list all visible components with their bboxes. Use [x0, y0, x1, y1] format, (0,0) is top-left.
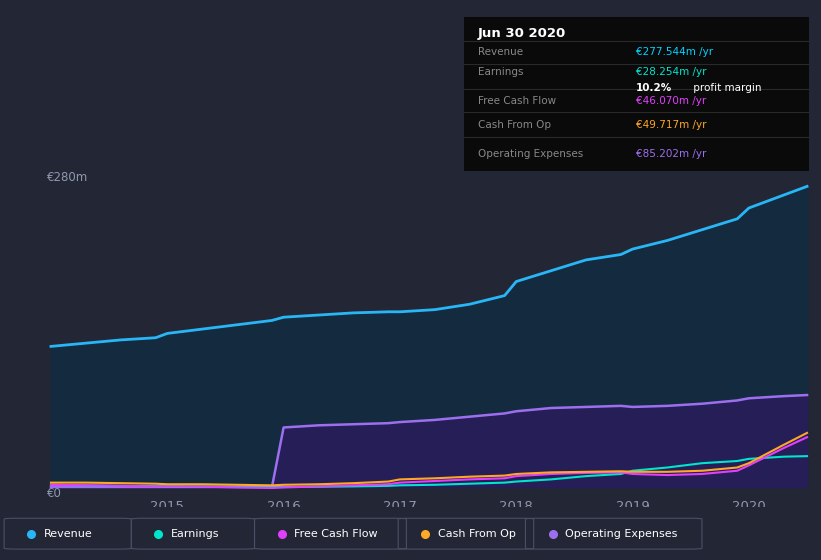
Text: 10.2%: 10.2%: [636, 83, 672, 94]
Text: Free Cash Flow: Free Cash Flow: [294, 529, 378, 539]
Text: €0: €0: [48, 487, 62, 500]
Text: Earnings: Earnings: [478, 67, 523, 77]
Text: €28.254m /yr: €28.254m /yr: [636, 67, 707, 77]
Text: Revenue: Revenue: [44, 529, 92, 539]
Text: €280m: €280m: [48, 171, 89, 184]
Text: €46.070m /yr: €46.070m /yr: [636, 96, 707, 106]
Text: Cash From Op: Cash From Op: [438, 529, 516, 539]
Text: €49.717m /yr: €49.717m /yr: [636, 120, 707, 129]
Text: Jun 30 2020: Jun 30 2020: [478, 27, 566, 40]
Text: Operating Expenses: Operating Expenses: [565, 529, 677, 539]
Text: Revenue: Revenue: [478, 47, 523, 57]
Text: €277.544m /yr: €277.544m /yr: [636, 47, 713, 57]
Text: Free Cash Flow: Free Cash Flow: [478, 96, 556, 106]
Text: profit margin: profit margin: [690, 83, 761, 94]
Text: Earnings: Earnings: [171, 529, 219, 539]
Text: Operating Expenses: Operating Expenses: [478, 149, 583, 159]
Text: €85.202m /yr: €85.202m /yr: [636, 149, 707, 159]
Text: Cash From Op: Cash From Op: [478, 120, 551, 129]
